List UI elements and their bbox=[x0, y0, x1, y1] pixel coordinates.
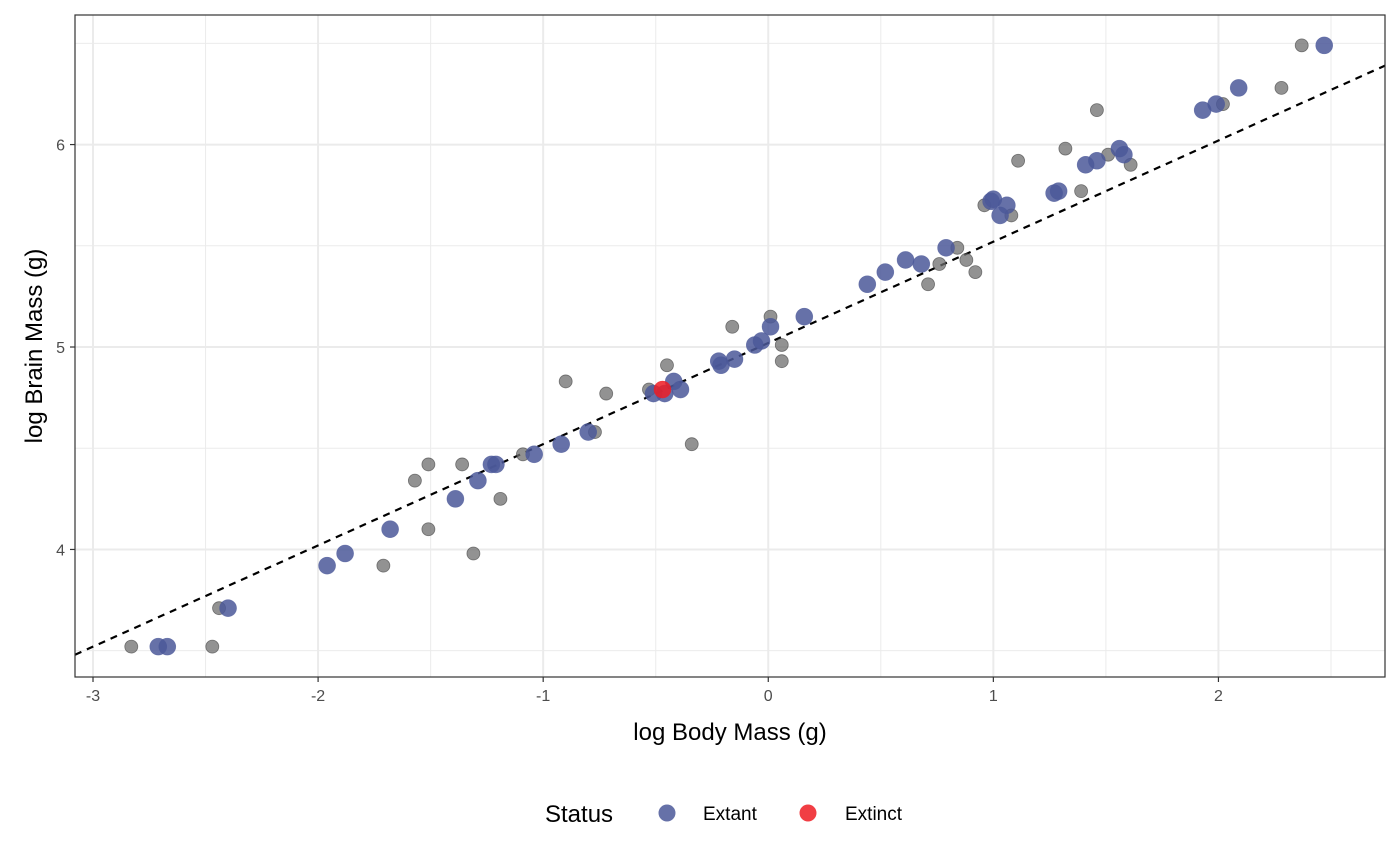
x-tick-label: -2 bbox=[311, 688, 325, 705]
point-extant bbox=[795, 307, 814, 326]
background-point bbox=[466, 546, 481, 561]
x-tick-label: -3 bbox=[86, 688, 100, 705]
point-extant bbox=[158, 637, 177, 656]
point-extant bbox=[446, 490, 465, 508]
y-tick-label: 4 bbox=[56, 542, 65, 559]
point-extant bbox=[1115, 145, 1133, 164]
x-tick-label: 0 bbox=[764, 688, 773, 705]
background-point bbox=[1294, 38, 1309, 53]
legend-title: Status bbox=[545, 801, 613, 828]
background-point bbox=[660, 358, 674, 373]
point-extant bbox=[552, 435, 570, 453]
background-point bbox=[599, 386, 614, 401]
plot-background bbox=[75, 15, 1385, 677]
point-extant bbox=[579, 423, 597, 441]
x-tick-label: -1 bbox=[536, 688, 550, 705]
point-extant bbox=[896, 251, 915, 269]
point-extant bbox=[912, 255, 931, 273]
point-extant bbox=[1088, 151, 1106, 170]
legend: Status Extant Extinct bbox=[545, 801, 903, 828]
background-point bbox=[684, 437, 699, 452]
background-point bbox=[1074, 184, 1089, 199]
background-point bbox=[205, 639, 220, 654]
point-extant bbox=[725, 350, 744, 368]
background-point bbox=[774, 354, 789, 369]
x-tick-label: 1 bbox=[989, 688, 998, 705]
point-extant bbox=[761, 317, 780, 336]
background-point bbox=[1274, 80, 1289, 95]
plot-border bbox=[74, 14, 1386, 678]
background-point bbox=[376, 558, 391, 573]
point-extant bbox=[487, 455, 505, 474]
y-axis-title: log Brain Mass (g) bbox=[21, 249, 48, 444]
x-axis-title: log Body Mass (g) bbox=[633, 719, 826, 746]
point-extant bbox=[858, 275, 877, 294]
axis-ticks: -3 -2 -1 0 1 2 4 5 6 bbox=[56, 138, 1223, 705]
background-point bbox=[558, 374, 573, 389]
background-point bbox=[968, 265, 983, 280]
x-tick-label: 2 bbox=[1214, 688, 1223, 705]
point-extant bbox=[219, 599, 237, 617]
point-extant bbox=[469, 471, 487, 490]
point-extant bbox=[937, 239, 955, 257]
background-point bbox=[1089, 103, 1104, 118]
point-extant bbox=[1207, 95, 1225, 113]
point-extinct bbox=[653, 380, 672, 399]
point-extant bbox=[1049, 182, 1068, 200]
point-extant bbox=[336, 544, 354, 563]
legend-marker-extinct bbox=[799, 804, 817, 822]
background-point bbox=[421, 457, 436, 472]
y-tick-label: 5 bbox=[56, 340, 65, 357]
background-point bbox=[774, 338, 789, 352]
background-point bbox=[1058, 141, 1073, 156]
point-extant bbox=[876, 263, 895, 281]
background-point bbox=[124, 639, 139, 654]
point-extant bbox=[318, 556, 336, 575]
point-extant bbox=[1315, 36, 1334, 55]
background-point bbox=[455, 457, 470, 472]
data-points bbox=[124, 36, 1334, 656]
background-point bbox=[959, 253, 974, 267]
background-point bbox=[493, 491, 508, 506]
point-extant bbox=[525, 445, 543, 464]
legend-label-extinct: Extinct bbox=[845, 804, 903, 825]
point-extant bbox=[1229, 79, 1248, 97]
background-point bbox=[921, 277, 935, 292]
background-point bbox=[725, 319, 740, 334]
background-point bbox=[1011, 153, 1026, 168]
background-point bbox=[421, 522, 436, 537]
y-tick-label: 6 bbox=[56, 138, 65, 155]
point-extant bbox=[381, 520, 399, 539]
background-point bbox=[932, 257, 947, 271]
background-point bbox=[407, 473, 422, 488]
point-extant bbox=[752, 332, 771, 350]
point-extant bbox=[671, 380, 690, 399]
point-extant bbox=[998, 196, 1016, 215]
legend-marker-extant bbox=[658, 804, 676, 822]
legend-label-extant: Extant bbox=[703, 804, 758, 825]
